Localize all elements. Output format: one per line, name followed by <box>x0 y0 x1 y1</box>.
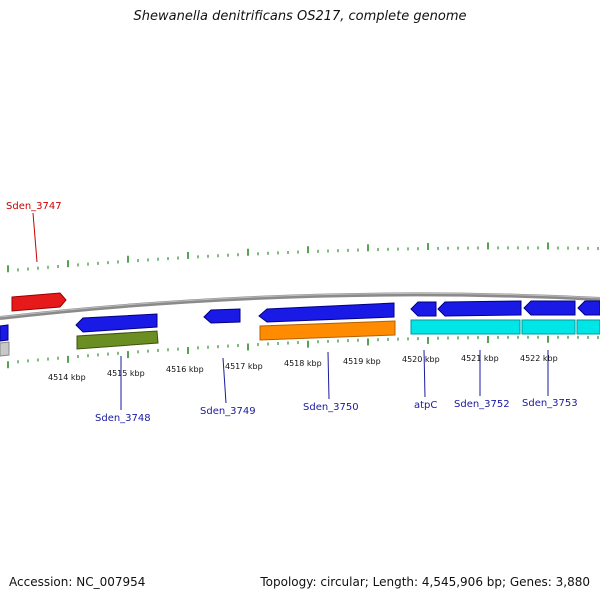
gene-label-sden-3753[interactable]: Sden_3753 <box>522 398 578 409</box>
leader-sden-3747 <box>32 212 38 263</box>
leader-atpc <box>423 349 426 398</box>
gene-track <box>0 292 600 357</box>
kbp-label: 4515 kbp <box>107 369 145 378</box>
gene-arrow-sden-3748-olive[interactable] <box>76 330 159 350</box>
kbp-label: 4519 kbp <box>343 357 381 366</box>
gene-arrow-sden-3750-orange[interactable] <box>259 320 396 341</box>
gene-arrow-sden-3752[interactable] <box>437 300 522 317</box>
gene-label-atpc[interactable]: atpC <box>414 400 437 411</box>
kbp-label: 4516 kbp <box>166 365 204 374</box>
gene-arrow-grey-partial[interactable] <box>0 341 10 357</box>
gene-arrow-cyan-3[interactable] <box>576 319 600 335</box>
gene-arrow-cyan-2[interactable] <box>521 319 576 335</box>
accession-text: Accession: NC_007954 <box>9 575 146 589</box>
kbp-label: 4520 kbp <box>402 355 440 364</box>
leader-sden-3750 <box>327 351 330 400</box>
gene-label-sden-3749[interactable]: Sden_3749 <box>200 406 256 417</box>
gene-arrow-sden-3750[interactable] <box>258 302 395 323</box>
kbp-label: 4514 kbp <box>48 373 86 382</box>
leader-sden-3749 <box>222 357 227 404</box>
genome-summary-text: Topology: circular; Length: 4,545,906 bp… <box>260 575 590 589</box>
map-title: Shewanella denitrificans OS217, complete… <box>133 9 467 24</box>
gene-label-sden-3747[interactable]: Sden_3747 <box>6 201 62 212</box>
genome-backbone-highlight <box>0 292 600 318</box>
kbp-label: 4517 kbp <box>225 362 263 371</box>
gene-arrow-cyan-1[interactable] <box>410 319 521 335</box>
kbp-label: 4521 kbp <box>461 354 499 363</box>
gene-label-sden-3750[interactable]: Sden_3750 <box>303 402 359 413</box>
gene-arrow-sden-3748[interactable] <box>75 313 158 333</box>
kbp-label: 4518 kbp <box>284 359 322 368</box>
genome-backbone <box>0 292 600 320</box>
outer-tick-track <box>7 242 599 273</box>
gene-arrow-sden-3747[interactable] <box>11 292 67 312</box>
label-leaders <box>32 212 549 410</box>
gene-label-sden-3752[interactable]: Sden_3752 <box>454 399 510 410</box>
gene-arrow-partial-left[interactable] <box>0 324 9 342</box>
gene-arrow-sden-3753[interactable] <box>523 300 576 316</box>
kbp-label: 4522 kbp <box>520 354 558 363</box>
gene-arrow-atpc[interactable] <box>410 301 437 317</box>
gene-label-sden-3748[interactable]: Sden_3748 <box>95 413 151 424</box>
gene-arrow-right-partial[interactable] <box>577 300 600 316</box>
inner-tick-track <box>7 335 599 369</box>
gene-arrow-sden-3749[interactable] <box>203 308 241 324</box>
